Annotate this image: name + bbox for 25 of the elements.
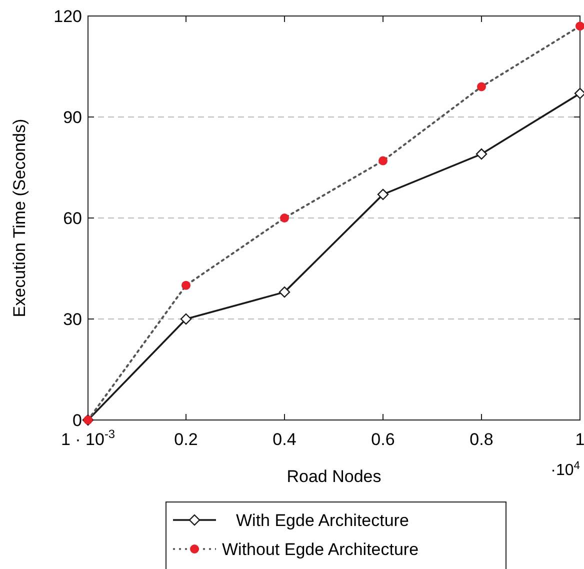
point — [278, 286, 290, 298]
legend-label: Without Egde Architecture — [222, 540, 419, 559]
y-tick-label: 90 — [63, 108, 82, 127]
y-tick-label: 30 — [63, 310, 82, 329]
point — [476, 148, 488, 160]
point — [576, 22, 584, 31]
y-tick-label: 60 — [63, 209, 82, 228]
point — [182, 280, 191, 290]
x-tick-label: 0.4 — [272, 430, 296, 449]
x-tick-label: 0.6 — [371, 430, 395, 449]
point — [377, 188, 389, 200]
point — [477, 82, 486, 92]
x-tick-label: 0.8 — [470, 430, 494, 449]
x-axis-title: Road Nodes — [286, 467, 382, 486]
x-tick-label: 1 — [575, 430, 584, 449]
x-tick-label: 1 · 10$^{-3}$ — [60, 427, 116, 449]
point — [180, 313, 192, 325]
y-axis-title: Execution Time (Seconds) — [10, 118, 29, 318]
x-tick-label: 0.2 — [174, 430, 198, 449]
text: ·10$^{4}$ — [550, 460, 580, 479]
point — [378, 156, 388, 166]
y-tick-label: 120 — [54, 7, 82, 26]
y-tick-label: 0 — [72, 411, 82, 430]
point — [280, 214, 290, 222]
legend-label: With Egde Architecture — [236, 511, 409, 530]
